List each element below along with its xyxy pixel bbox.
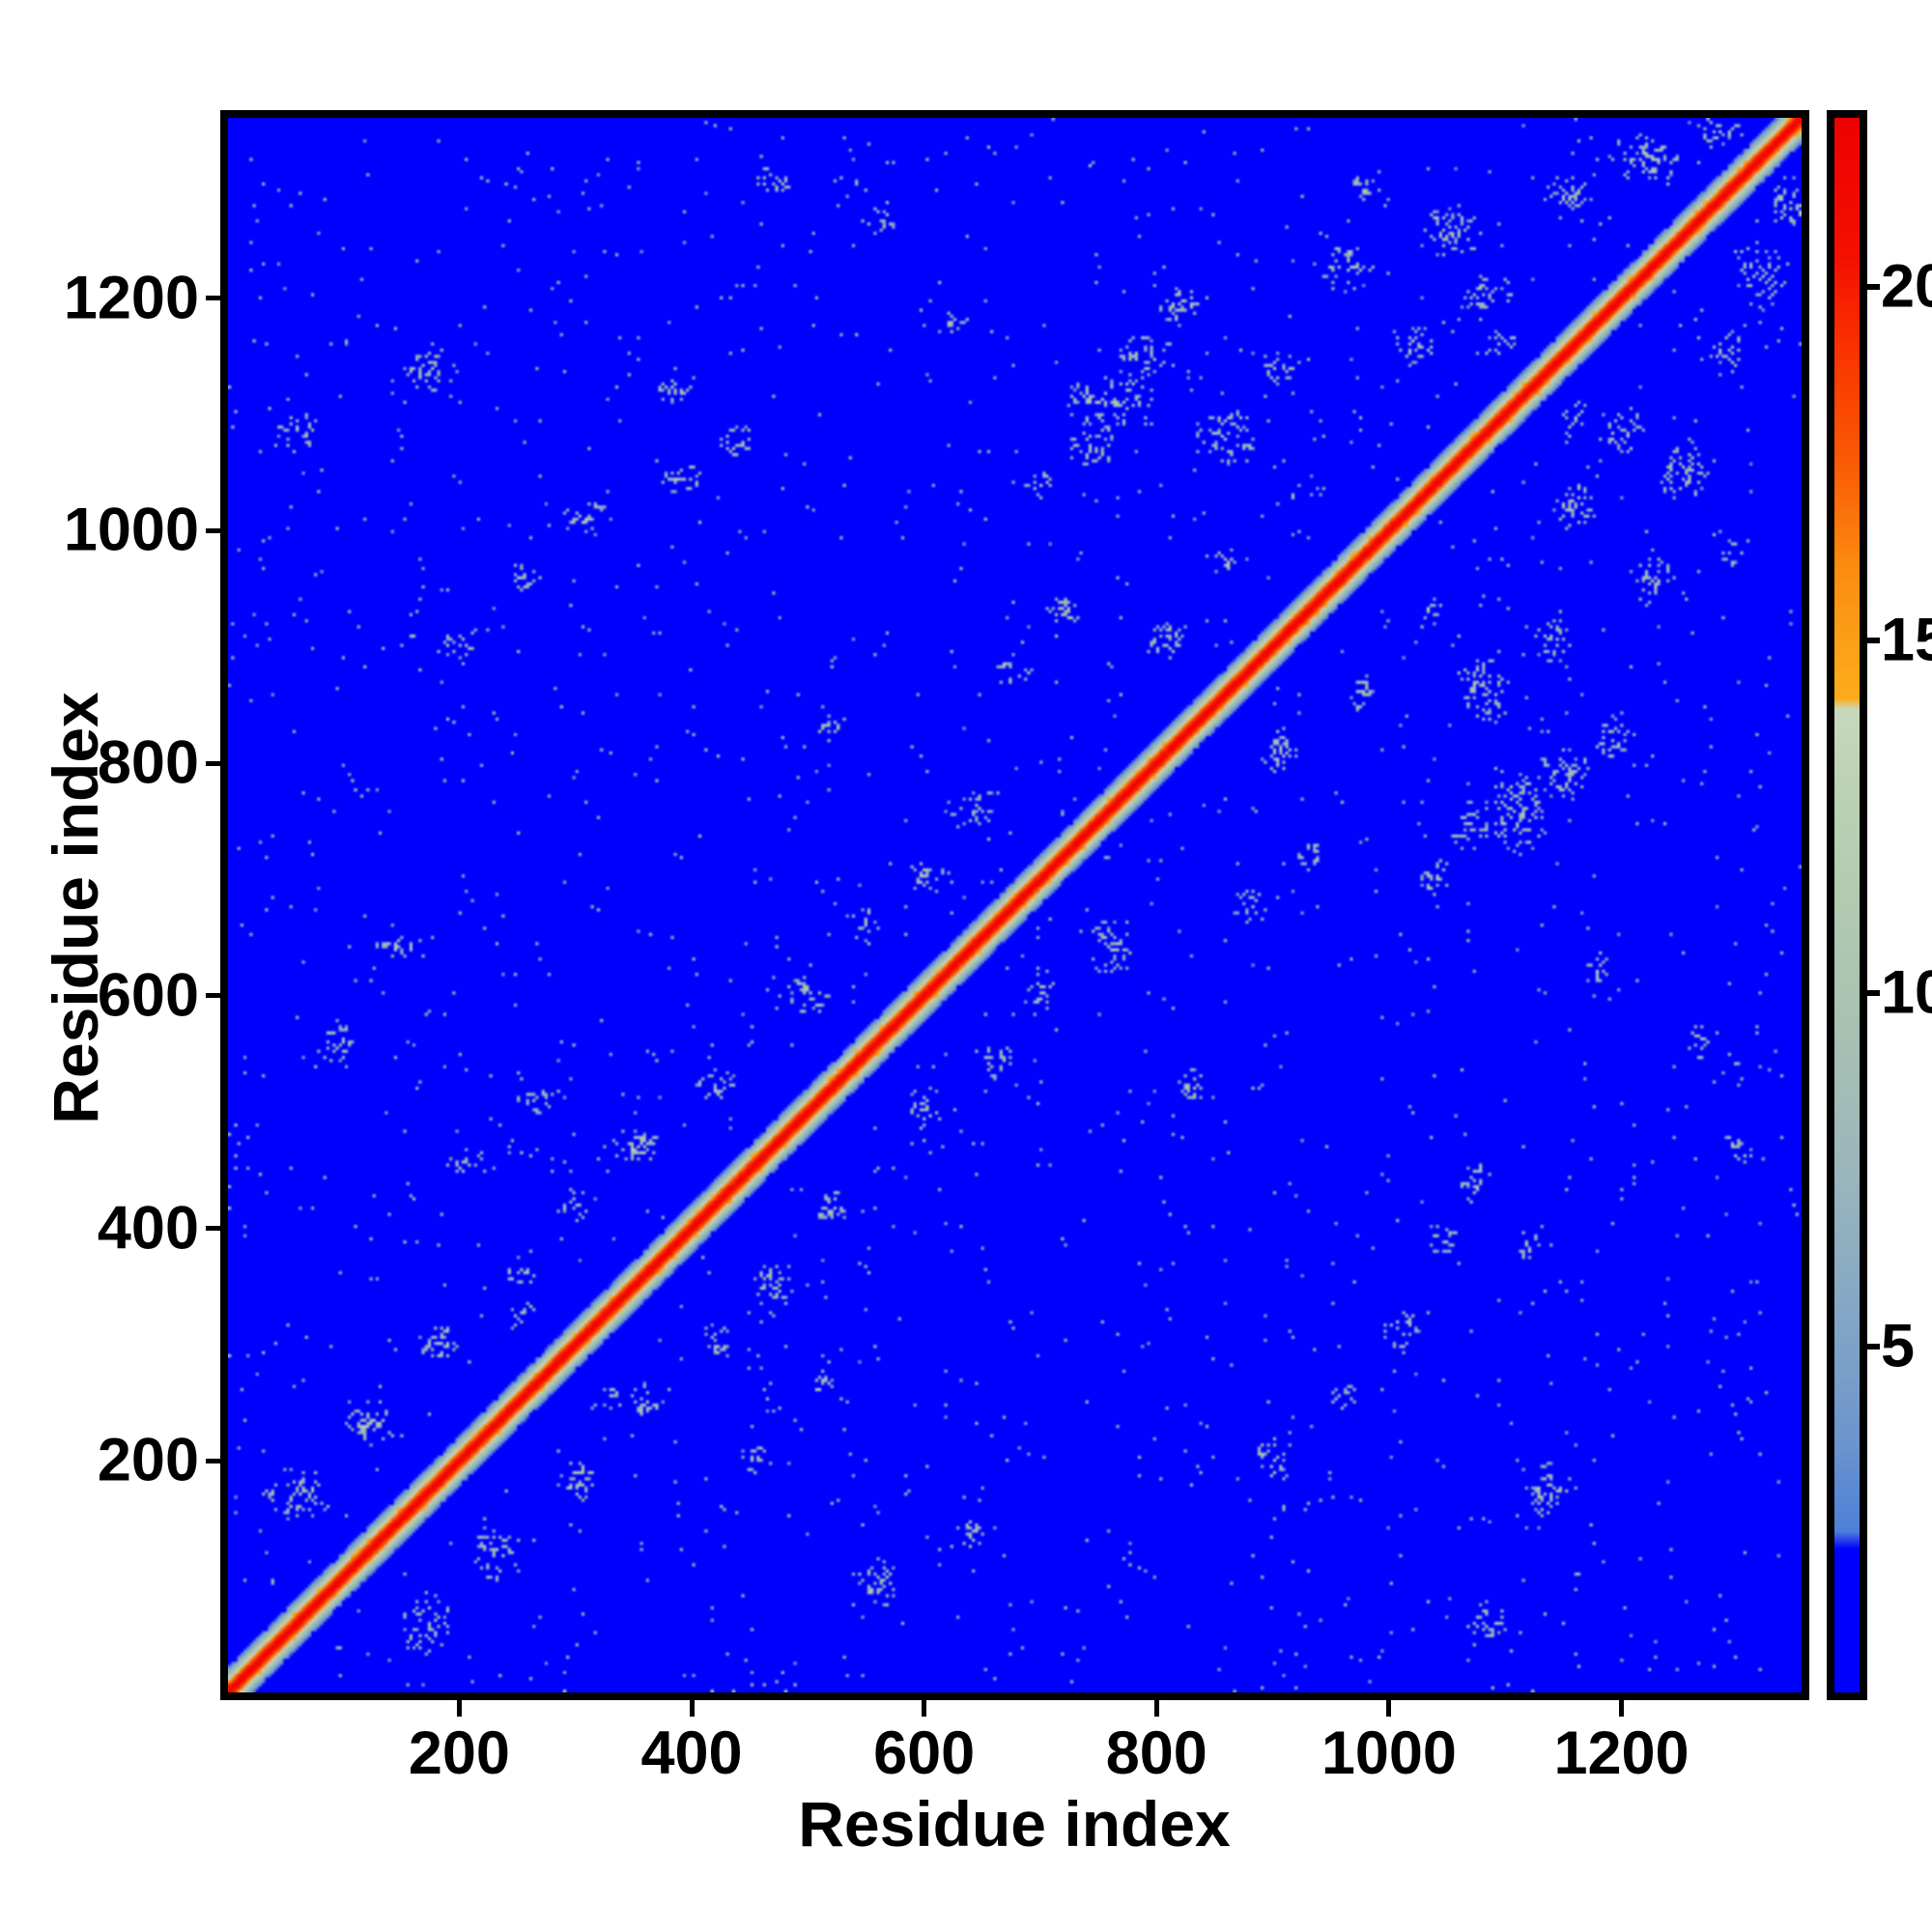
colorbar-tick-label-15: 15 — [1881, 606, 1932, 674]
x-tick-label-200: 200 — [408, 1719, 510, 1787]
y-tick-label-1200: 1200 — [63, 264, 199, 332]
y-tick-1200 — [206, 296, 224, 301]
x-tick-label-800: 800 — [1105, 1719, 1208, 1787]
colorbar-tick-label-10: 10 — [1881, 958, 1932, 1027]
y-tick-label-800: 800 — [97, 728, 199, 797]
x-tick-label-1000: 1000 — [1321, 1719, 1457, 1787]
x-tick-1000 — [1386, 1698, 1392, 1717]
x-tick-800 — [1153, 1698, 1159, 1717]
x-tick-400 — [689, 1698, 695, 1717]
heatmap-plot-area[interactable] — [220, 110, 1809, 1700]
y-tick-600 — [206, 993, 224, 999]
colorbar[interactable] — [1827, 110, 1867, 1700]
y-tick-label-1000: 1000 — [63, 496, 199, 564]
y-tick-800 — [206, 760, 224, 766]
y-axis-title: Residue index — [40, 692, 111, 1124]
colorbar-tick-20 — [1863, 283, 1880, 290]
y-tick-label-400: 400 — [97, 1194, 199, 1263]
x-tick-label-600: 600 — [873, 1719, 976, 1787]
colorbar-tick-label-20: 20 — [1881, 252, 1932, 321]
colorbar-tick-label-5: 5 — [1881, 1312, 1916, 1380]
colorbar-tick-10 — [1863, 990, 1880, 997]
colorbar-tick-5 — [1863, 1344, 1880, 1350]
y-tick-label-600: 600 — [97, 961, 199, 1030]
heatmap-image — [228, 118, 1802, 1692]
y-tick-label-200: 200 — [97, 1426, 199, 1494]
y-tick-400 — [206, 1226, 224, 1232]
x-tick-label-400: 400 — [640, 1719, 743, 1787]
x-tick-label-1200: 1200 — [1553, 1719, 1690, 1787]
x-tick-200 — [456, 1698, 462, 1717]
x-axis-title: Residue index — [798, 1788, 1231, 1860]
y-tick-200 — [206, 1458, 224, 1463]
colorbar-gradient — [1834, 118, 1860, 1692]
colorbar-tick-15 — [1863, 637, 1880, 643]
x-tick-1200 — [1619, 1698, 1625, 1717]
y-tick-1000 — [206, 527, 224, 533]
x-tick-600 — [922, 1698, 927, 1717]
